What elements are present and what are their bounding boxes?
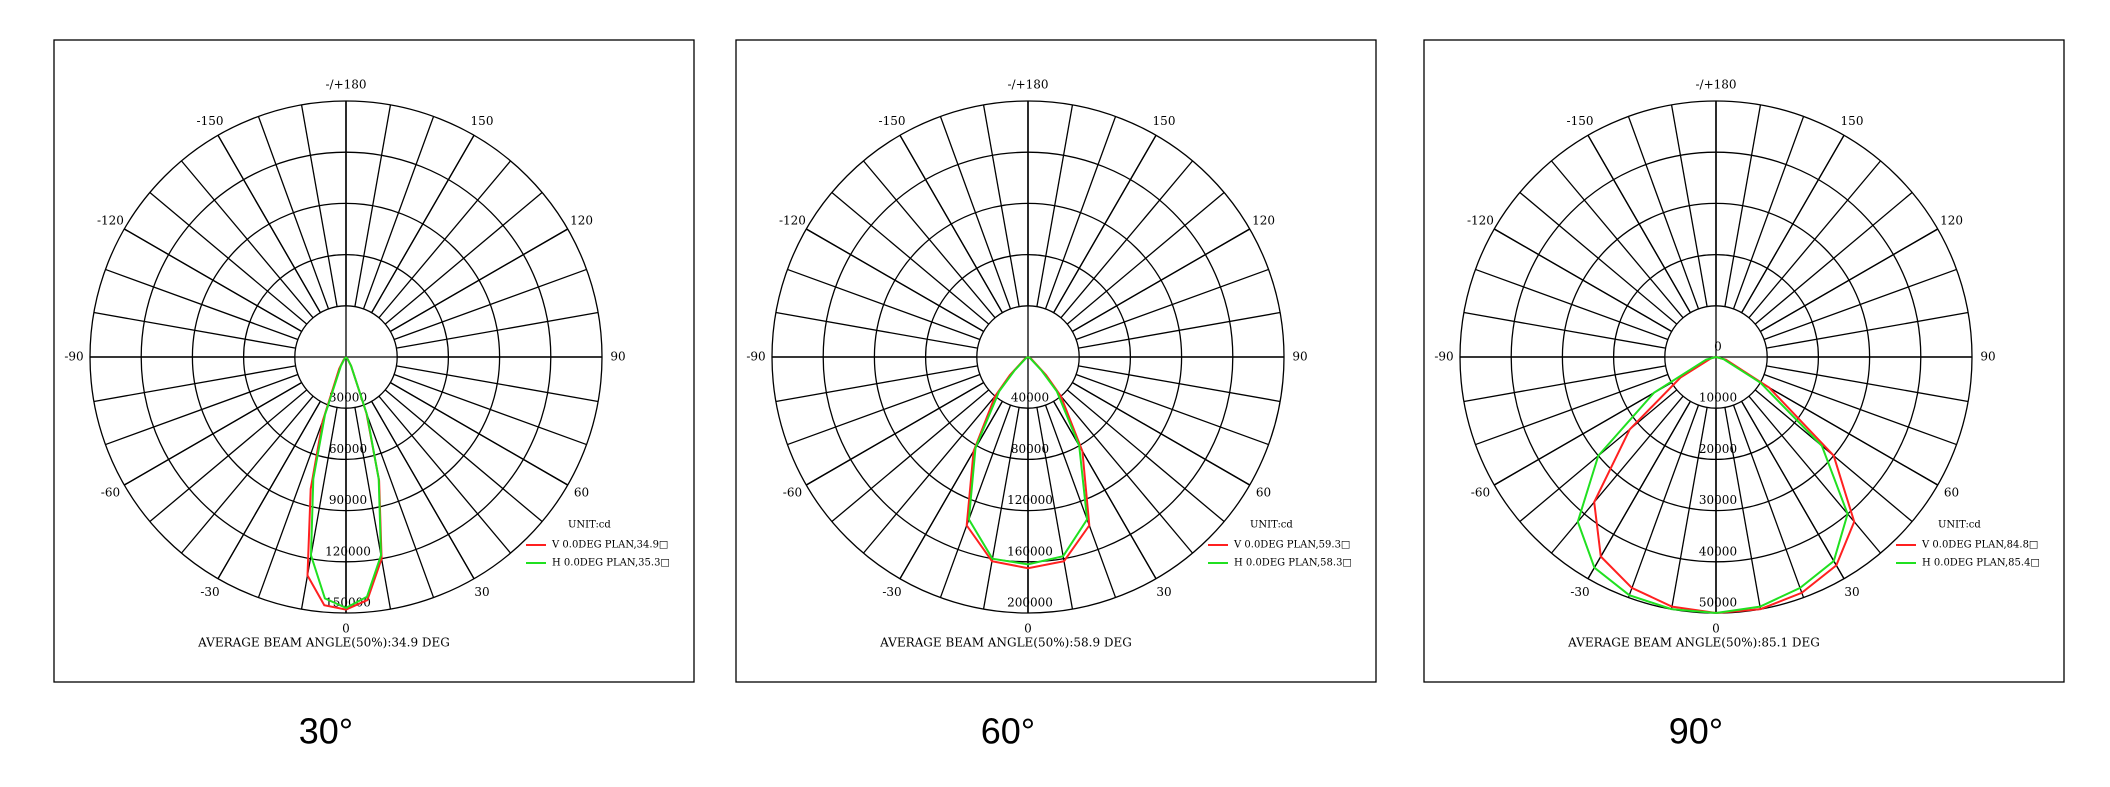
unit-label: UNIT:cd [1250, 520, 1293, 531]
r-tick-label: 60000 [329, 442, 367, 456]
r-tick-label: 90000 [329, 493, 367, 507]
ring [1612, 253, 1820, 461]
ring [191, 202, 501, 512]
ring [873, 202, 1183, 512]
caption: 30° [299, 711, 353, 752]
intensity-curve [1576, 356, 1849, 615]
angle-tick-label: -120 [779, 214, 806, 228]
legend-label: H 0.0DEG PLAN,35.3□ [552, 558, 670, 569]
angle-tick-label: 0 [1712, 622, 1720, 636]
legend-label: V 0.0DEG PLAN,84.8□ [1921, 540, 2038, 551]
ring [1561, 202, 1871, 512]
angle-tick-label: -60 [1471, 486, 1490, 500]
angle-tick-label: -/+180 [325, 78, 366, 92]
angle-tick-label: -30 [882, 585, 901, 599]
angle-tick-label: 60 [574, 486, 589, 500]
r-tick-label: 0 [1714, 340, 1722, 354]
annotation: AVERAGE BEAM ANGLE(50%):85.1 DEG [1567, 636, 1820, 650]
angle-tick-label: -60 [101, 486, 120, 500]
angle-tick-label: 120 [1940, 214, 1963, 228]
r-tick-label: 80000 [1011, 442, 1049, 456]
angle-tick-label: 150 [1841, 114, 1864, 128]
polar-chart: 0 30 60 90 120 150 -/+180 -150 -120 -90 -60 -30 0 100… [1423, 39, 2065, 752]
angle-tick-label: 30 [1844, 585, 1859, 599]
ring [242, 253, 450, 461]
angle-tick-label: 60 [1944, 486, 1959, 500]
angle-tick-label: -30 [1570, 585, 1589, 599]
ring [976, 305, 1080, 409]
r-tick-label: 40000 [1699, 544, 1737, 558]
angle-tick-label: 90 [1292, 350, 1307, 364]
annotation: AVERAGE BEAM ANGLE(50%):58.9 DEG [879, 636, 1132, 650]
ring [771, 100, 1285, 614]
annotation: AVERAGE BEAM ANGLE(50%):34.9 DEG [197, 636, 450, 650]
unit-label: UNIT:cd [568, 520, 611, 531]
ring [1664, 305, 1768, 409]
angle-tick-label: -60 [783, 486, 802, 500]
ring [140, 151, 552, 563]
chart-frame [735, 39, 1377, 683]
r-tick-label: 120000 [1007, 493, 1053, 507]
r-tick-label: 30000 [329, 391, 367, 405]
r-tick-label: 160000 [1007, 544, 1053, 558]
intensity-curve [309, 356, 383, 610]
angle-tick-label: 120 [1252, 214, 1275, 228]
angle-tick-label: -90 [746, 350, 765, 364]
r-tick-label: 20000 [1699, 442, 1737, 456]
angle-tick-label: -90 [64, 350, 83, 364]
legend-label: H 0.0DEG PLAN,58.3□ [1234, 558, 1352, 569]
angle-tick-label: 60 [1256, 486, 1271, 500]
r-tick-label: 200000 [1007, 596, 1053, 610]
r-tick-label: 50000 [1699, 596, 1737, 610]
angle-tick-label: -150 [879, 114, 906, 128]
legend-label: V 0.0DEG PLAN,59.3□ [1233, 540, 1350, 551]
r-tick-label: 30000 [1699, 493, 1737, 507]
angle-tick-label: 150 [471, 114, 494, 128]
angle-tick-label: 0 [1024, 622, 1032, 636]
ring [1510, 151, 1922, 563]
angle-tick-label: -120 [97, 214, 124, 228]
angle-tick-label: 30 [1156, 585, 1171, 599]
intensity-curve [967, 356, 1089, 566]
r-tick-label: 10000 [1699, 391, 1737, 405]
caption: 60° [981, 711, 1035, 752]
chart-frame [1423, 39, 2065, 683]
angle-tick-label: -/+180 [1007, 78, 1048, 92]
polar-chart: 0 30 60 90 120 150 -/+180 -150 -120 -90 -60 -30 4000… [735, 39, 1377, 752]
angle-tick-label: -120 [1467, 214, 1494, 228]
unit-label: UNIT:cd [1938, 520, 1981, 531]
angle-tick-label: 30 [474, 585, 489, 599]
angle-tick-label: 0 [342, 622, 350, 636]
ring [924, 253, 1132, 461]
angle-tick-label: 90 [1980, 350, 1995, 364]
ring [822, 151, 1234, 563]
caption: 90° [1669, 711, 1723, 752]
r-tick-label: 40000 [1011, 391, 1049, 405]
r-tick-label: 120000 [325, 544, 371, 558]
angle-tick-label: -/+180 [1695, 78, 1736, 92]
angle-tick-label: 150 [1153, 114, 1176, 128]
polar-chart: 0 30 60 90 120 150 -/+180 -150 -120 -90 -60 -30 3000… [53, 39, 695, 752]
r-tick-label: 150000 [325, 596, 371, 610]
angle-tick-label: -90 [1434, 350, 1453, 364]
ring [89, 100, 603, 614]
angle-tick-label: -30 [200, 585, 219, 599]
legend-label: H 0.0DEG PLAN,85.4□ [1922, 558, 2040, 569]
angle-tick-label: -150 [197, 114, 224, 128]
angle-tick-label: 90 [610, 350, 625, 364]
chart-frame [53, 39, 695, 683]
angle-tick-label: -150 [1567, 114, 1594, 128]
ring [294, 305, 398, 409]
legend-label: V 0.0DEG PLAN,34.9□ [551, 540, 668, 551]
angle-tick-label: 120 [570, 214, 593, 228]
